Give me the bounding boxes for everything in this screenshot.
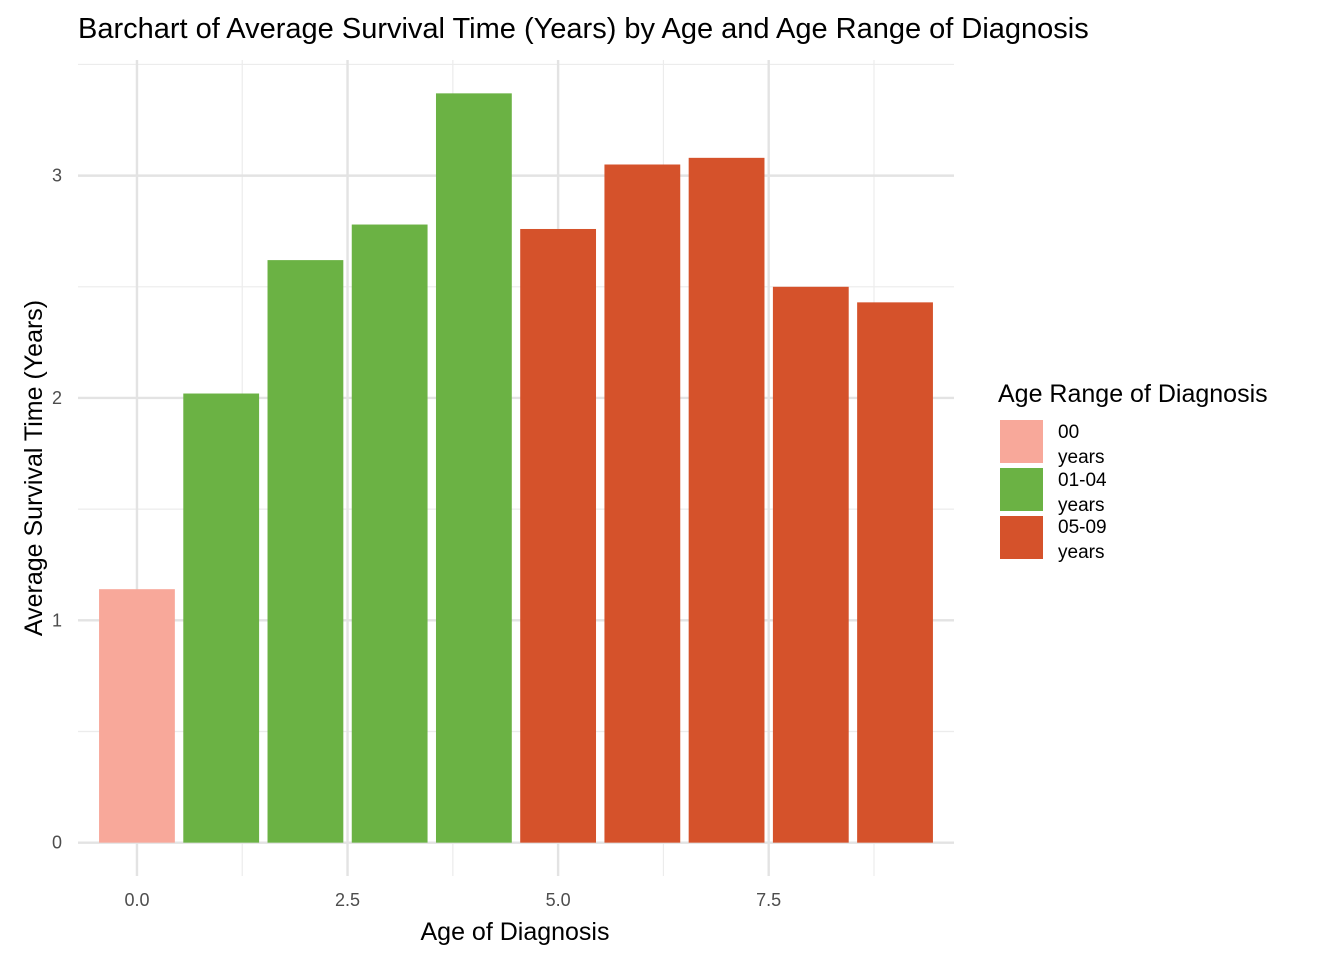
x-tick-label: 0.0 [124,890,149,910]
x-tick-label: 7.5 [756,890,781,910]
y-tick-label: 3 [52,166,62,186]
y-tick-label: 2 [52,388,62,408]
legend: Age Range of Diagnosis 00 years 01-04 ye… [998,380,1268,563]
x-tick-label: 2.5 [335,890,360,910]
bar-age-6 [604,164,681,843]
y-tick-label: 0 [52,833,62,853]
legend-title: Age Range of Diagnosis [998,380,1268,408]
bar-age-8 [772,286,849,843]
bar-age-7 [688,157,765,843]
bar-age-3 [351,224,428,843]
legend-swatch-00 [1000,420,1043,463]
legend-label-01-04: 01-04 years [1058,470,1112,516]
legend-swatch-01-04 [1000,468,1043,511]
bar-age-0 [99,589,175,843]
legend-label-05-09: 05-09 years [1058,517,1112,563]
x-axis-title: Age of Diagnosis [420,918,609,946]
bars [99,93,933,843]
x-tick-label: 5.0 [546,890,571,910]
bar-age-4 [435,93,512,843]
legend-swatch-05-09 [1000,516,1043,559]
legend-label-00: 00 years [1058,422,1104,468]
bar-age-1 [183,393,260,843]
y-tick-label: 1 [52,610,62,630]
chart-title: Barchart of Average Survival Time (Years… [78,13,1089,45]
bar-age-5 [520,228,597,843]
tick-labels: 0.0 2.5 5.0 7.5 0 1 2 3 [52,166,781,910]
y-axis-title: Average Survival Time (Years) [20,300,48,636]
bar-age-9 [857,302,933,843]
bar-age-2 [267,260,344,843]
